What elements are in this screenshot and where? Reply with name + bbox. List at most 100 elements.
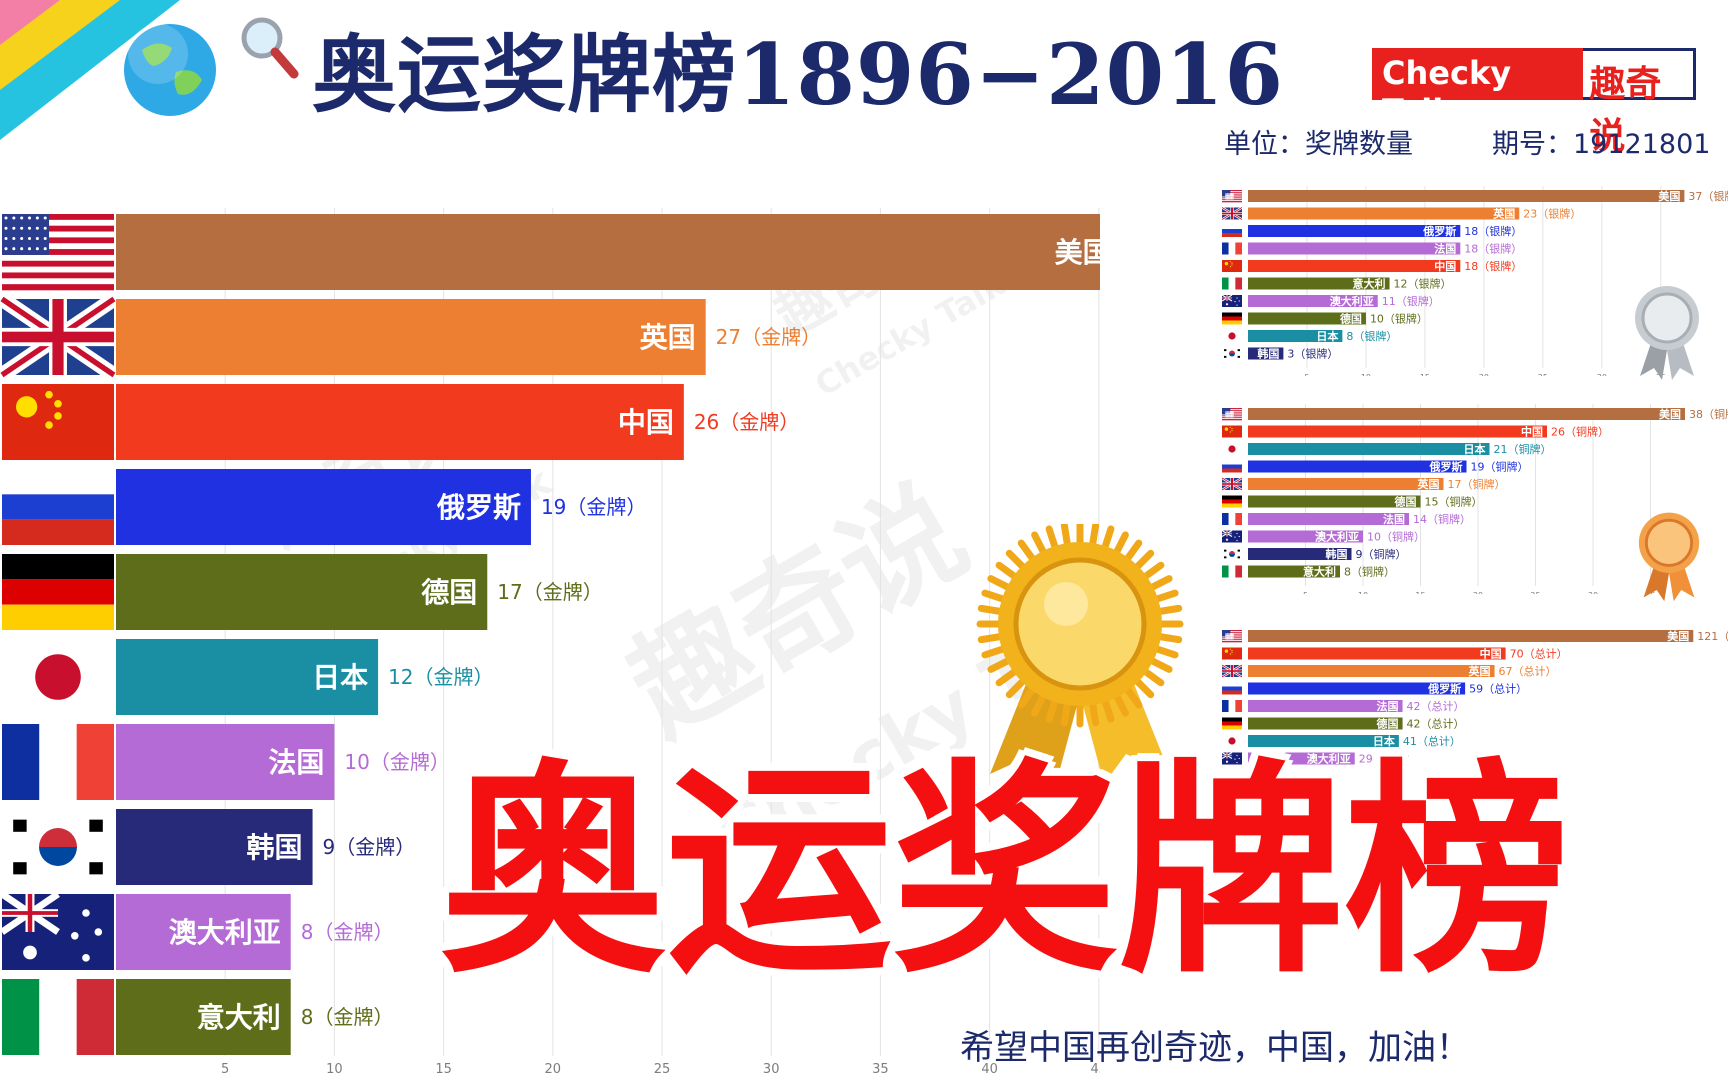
bar-value-label: 29（总计） xyxy=(1359,751,1417,765)
bar-category-label: 澳大利亚 xyxy=(1307,751,1351,765)
country-flag-it xyxy=(2,979,114,1055)
bar-value-label: 9（金牌） xyxy=(323,835,416,859)
bar-value-label: 121（总计） xyxy=(1697,629,1728,643)
bar-category-label: 法国 xyxy=(1434,241,1456,255)
x-tick-label: 15 xyxy=(1420,373,1430,376)
bar xyxy=(1248,752,1355,765)
bar-value-label: 10（铜牌） xyxy=(1367,529,1425,543)
bar xyxy=(116,554,488,630)
globe-icon xyxy=(124,24,216,116)
country-flag-fr xyxy=(1222,513,1242,525)
bar-category-label: 韩国 xyxy=(1257,346,1279,360)
bar xyxy=(1248,347,1284,360)
country-flag-ru xyxy=(1222,225,1242,237)
country-flag-jp xyxy=(1222,330,1242,342)
bar-category-label: 俄罗斯 xyxy=(1427,681,1461,695)
corner-decoration xyxy=(0,0,180,140)
country-flag-au xyxy=(1221,294,1242,307)
country-flag-jp xyxy=(2,639,114,715)
bar-value-label: 59（总计） xyxy=(1469,681,1527,695)
gold-medal-icon xyxy=(976,524,1184,784)
country-flag-us xyxy=(1222,190,1242,203)
gold-medal-chart: 51015202530354045美国46（金牌）英国27（金牌）中国26（金牌… xyxy=(0,208,1100,1077)
bar-value-label: 21（铜牌） xyxy=(1494,442,1552,456)
country-flag-cn xyxy=(1222,425,1242,438)
country-flag-de xyxy=(1222,717,1242,730)
magnifier-icon xyxy=(241,17,299,79)
bar-category-label: 美国 xyxy=(1667,629,1689,643)
country-flag-jp xyxy=(1222,443,1242,455)
bar-category-label: 中国 xyxy=(1434,259,1456,273)
country-flag-au xyxy=(0,891,114,970)
bar-category-label: 澳大利亚 xyxy=(169,916,281,949)
bar xyxy=(1248,700,1403,712)
bar-category-label: 中国 xyxy=(618,406,674,439)
bar-value-label: 42（总计） xyxy=(1407,699,1465,713)
country-flag-jp xyxy=(1222,735,1242,747)
bar xyxy=(1248,295,1378,307)
bar xyxy=(1248,190,1685,202)
bar-category-label: 英国 xyxy=(1468,664,1491,678)
country-flag-de xyxy=(2,554,114,630)
bar xyxy=(116,469,531,545)
bar xyxy=(1248,530,1363,543)
bar xyxy=(1248,513,1409,525)
country-flag-us xyxy=(2,214,114,291)
x-tick-label: 10 xyxy=(326,1062,343,1077)
bar xyxy=(1248,207,1520,220)
x-tick-label: 35 xyxy=(872,1062,889,1077)
bar xyxy=(1248,495,1421,508)
country-flag-kr xyxy=(1222,548,1242,560)
bar xyxy=(116,384,684,460)
bar xyxy=(116,214,1100,290)
bar-value-label: 12（金牌） xyxy=(388,665,493,689)
country-flag-au xyxy=(1221,530,1242,543)
silver-medal-icon xyxy=(1635,286,1699,380)
bar-value-label: 10（金牌） xyxy=(344,750,449,774)
country-flag-fr xyxy=(1222,700,1242,712)
x-tick-label: 10 xyxy=(1361,373,1371,376)
bar xyxy=(1248,630,1694,642)
bar xyxy=(1248,548,1352,560)
bar xyxy=(1248,312,1366,325)
bar xyxy=(1248,225,1461,237)
bar xyxy=(1248,565,1340,578)
country-flag-gb xyxy=(1221,206,1243,221)
bar-value-label: 26（铜牌） xyxy=(1551,424,1609,438)
x-tick-label: 5 xyxy=(1304,373,1309,376)
bar-category-label: 美国 xyxy=(1659,407,1681,421)
bar-category-label: 德国 xyxy=(1376,716,1399,730)
brand-logo: Checky Talk 趣奇说 xyxy=(1372,48,1696,157)
x-tick-label: 5 xyxy=(221,1062,229,1077)
bar-value-label: 41（总计） xyxy=(1403,734,1461,748)
bar xyxy=(1248,735,1399,747)
x-tick-label: 20 xyxy=(1479,373,1489,376)
bar-value-label: 8（金牌） xyxy=(301,920,394,944)
country-flag-au xyxy=(1221,752,1242,765)
bar-category-label: 德国 xyxy=(1394,494,1417,508)
bar-value-label: 3（银牌） xyxy=(1287,346,1338,360)
bar-value-label: 38（铜牌） xyxy=(1689,407,1728,421)
bar-value-label: 18（银牌） xyxy=(1464,259,1522,273)
x-tick-label: 25 xyxy=(654,1062,671,1077)
bar-category-label: 日本 xyxy=(312,661,368,694)
bar xyxy=(1248,717,1403,730)
brand-cn: 趣奇说 xyxy=(1583,48,1696,157)
unit-label: 单位：奖牌数量 xyxy=(1224,129,1413,160)
bar xyxy=(1248,665,1495,677)
bar-value-label: 67（总计） xyxy=(1499,664,1557,678)
country-flag-ru xyxy=(1222,682,1242,695)
total-medal-chart: 美国 121（总计） 中国 70（总计） 英国 67（总计） 俄罗斯 59（总计） 法国 42（总… xyxy=(1221,629,1728,765)
bar-category-label: 韩国 xyxy=(1326,547,1348,561)
bar-category-label: 德国 xyxy=(421,576,477,609)
bar-value-label: 18（银牌） xyxy=(1464,241,1522,255)
bar xyxy=(116,724,335,800)
country-flag-fr xyxy=(2,724,114,800)
silver-medal-chart: 5101520253035美国37（银牌）英国23（银牌）俄罗斯18（银牌）法国… xyxy=(1221,186,1728,376)
bar-category-label: 意大利 xyxy=(197,1001,281,1034)
bar-category-label: 法国 xyxy=(268,746,324,779)
bar xyxy=(1248,682,1466,695)
bar xyxy=(1248,260,1461,272)
bar-category-label: 日本 xyxy=(1316,329,1338,343)
slogan: 希望中国再创奇迹，中国，加油！ xyxy=(960,1028,1470,1068)
